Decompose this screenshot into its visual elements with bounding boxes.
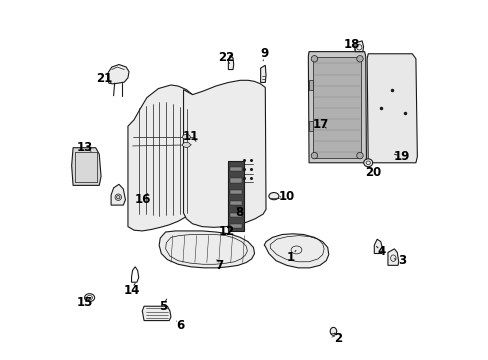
Polygon shape bbox=[72, 148, 101, 185]
Text: 14: 14 bbox=[123, 284, 140, 297]
Polygon shape bbox=[354, 41, 363, 51]
Polygon shape bbox=[313, 57, 360, 158]
Polygon shape bbox=[308, 121, 313, 131]
Text: 12: 12 bbox=[219, 225, 235, 238]
Polygon shape bbox=[230, 213, 242, 217]
Ellipse shape bbox=[329, 327, 336, 335]
Text: 19: 19 bbox=[393, 150, 409, 163]
Polygon shape bbox=[142, 306, 171, 320]
Text: 18: 18 bbox=[343, 38, 360, 51]
Polygon shape bbox=[228, 55, 233, 69]
Text: 1: 1 bbox=[286, 251, 295, 264]
Polygon shape bbox=[230, 178, 242, 183]
Text: 7: 7 bbox=[215, 259, 223, 272]
Polygon shape bbox=[159, 231, 254, 268]
Polygon shape bbox=[230, 201, 242, 206]
Polygon shape bbox=[111, 184, 125, 205]
Text: 20: 20 bbox=[364, 166, 380, 179]
Text: 6: 6 bbox=[176, 319, 184, 332]
Polygon shape bbox=[387, 249, 398, 265]
Text: 5: 5 bbox=[158, 300, 166, 313]
Polygon shape bbox=[230, 224, 242, 228]
Polygon shape bbox=[260, 65, 265, 82]
Polygon shape bbox=[264, 234, 328, 268]
Polygon shape bbox=[308, 51, 366, 163]
Ellipse shape bbox=[115, 194, 121, 201]
Text: 8: 8 bbox=[235, 207, 244, 220]
Polygon shape bbox=[107, 64, 129, 84]
Ellipse shape bbox=[182, 134, 190, 139]
Text: 3: 3 bbox=[397, 254, 406, 267]
Ellipse shape bbox=[356, 152, 363, 159]
Text: 13: 13 bbox=[77, 140, 93, 153]
Ellipse shape bbox=[356, 55, 363, 62]
Polygon shape bbox=[228, 161, 244, 231]
Text: 17: 17 bbox=[312, 118, 328, 131]
Text: 21: 21 bbox=[96, 72, 112, 85]
Text: 2: 2 bbox=[333, 332, 341, 345]
Text: 16: 16 bbox=[135, 193, 151, 206]
Polygon shape bbox=[128, 85, 192, 231]
Polygon shape bbox=[373, 239, 382, 253]
Polygon shape bbox=[308, 80, 313, 90]
Text: 4: 4 bbox=[377, 245, 385, 258]
Text: 22: 22 bbox=[217, 51, 233, 64]
Text: 9: 9 bbox=[260, 47, 268, 60]
Polygon shape bbox=[183, 80, 265, 227]
Ellipse shape bbox=[268, 193, 278, 200]
Ellipse shape bbox=[363, 159, 372, 167]
Ellipse shape bbox=[182, 142, 190, 147]
Ellipse shape bbox=[117, 195, 120, 199]
Text: 11: 11 bbox=[182, 130, 199, 144]
Polygon shape bbox=[366, 54, 416, 163]
Ellipse shape bbox=[310, 55, 317, 62]
Text: 15: 15 bbox=[77, 296, 93, 309]
Polygon shape bbox=[230, 167, 242, 171]
Ellipse shape bbox=[310, 152, 317, 159]
Text: 10: 10 bbox=[278, 190, 294, 203]
Polygon shape bbox=[230, 190, 242, 194]
